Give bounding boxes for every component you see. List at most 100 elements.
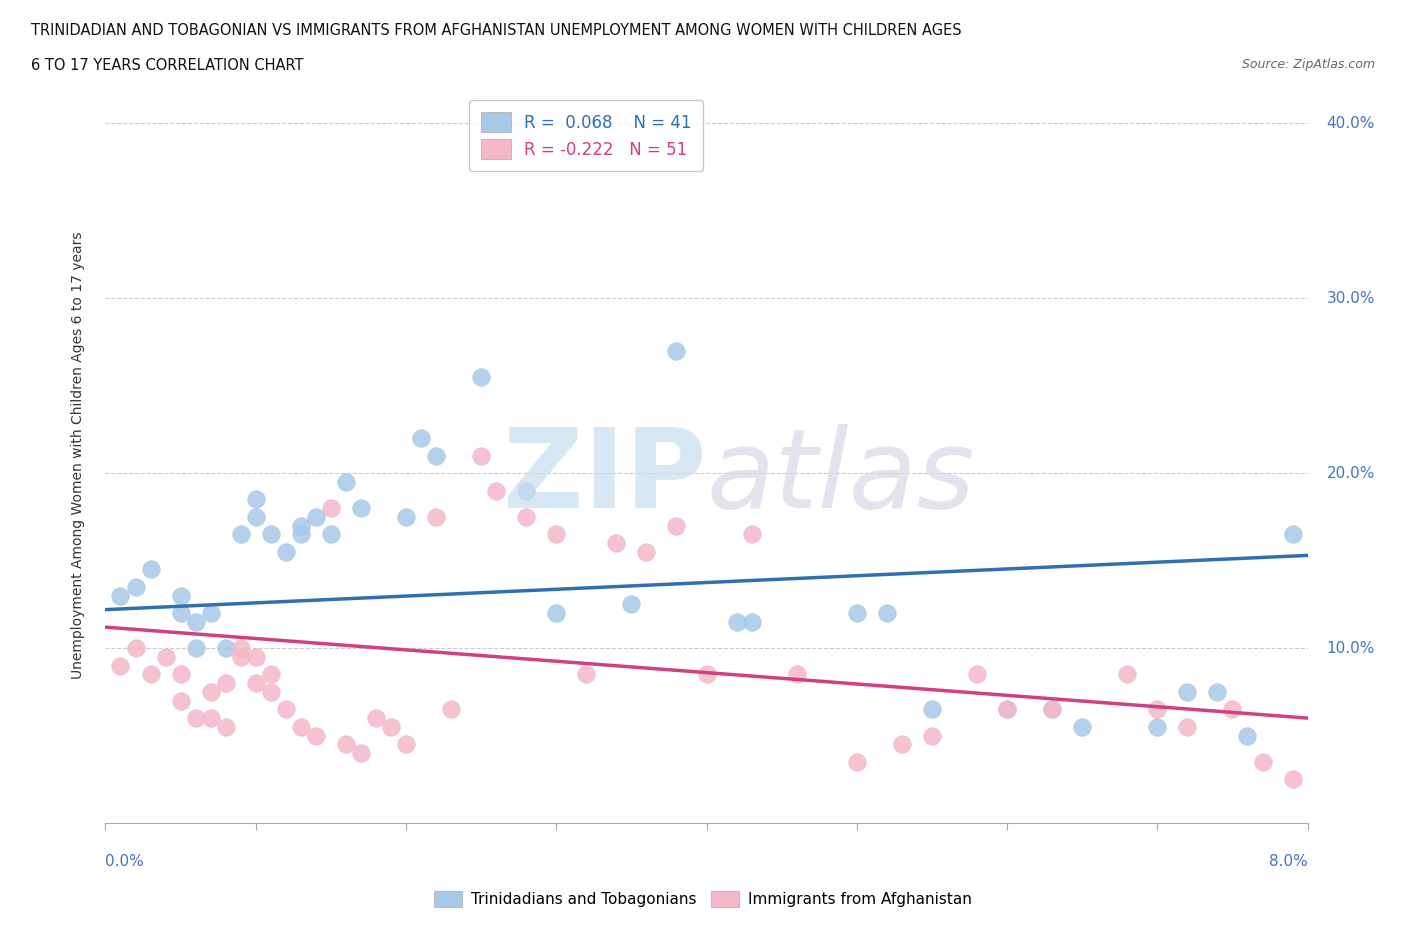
Point <box>290 720 312 735</box>
Point <box>1116 667 1139 682</box>
Point <box>395 737 418 751</box>
Text: atlas: atlas <box>707 424 976 531</box>
Text: 6 TO 17 YEARS CORRELATION CHART: 6 TO 17 YEARS CORRELATION CHART <box>31 58 304 73</box>
Point <box>305 728 328 743</box>
Point <box>921 728 943 743</box>
Point <box>169 667 191 682</box>
Point <box>200 711 222 725</box>
Point <box>214 641 236 656</box>
Point <box>260 527 283 542</box>
Point <box>245 649 267 664</box>
Text: 8.0%: 8.0% <box>1268 854 1308 869</box>
Text: 10.0%: 10.0% <box>1327 641 1375 656</box>
Point <box>184 641 207 656</box>
Point <box>260 667 283 682</box>
Point <box>485 484 508 498</box>
Point <box>184 615 207 630</box>
Point <box>636 544 658 559</box>
Point <box>290 527 312 542</box>
Point <box>184 711 207 725</box>
Point <box>620 597 643 612</box>
Point <box>966 667 988 682</box>
Point <box>169 588 191 603</box>
Point <box>470 369 492 384</box>
Point <box>546 605 568 620</box>
Text: 0.0%: 0.0% <box>105 854 145 869</box>
Point <box>665 518 688 533</box>
Point <box>1175 720 1198 735</box>
Point <box>319 527 342 542</box>
Text: ZIP: ZIP <box>503 424 707 531</box>
Point <box>696 667 718 682</box>
Point <box>395 510 418 525</box>
Point <box>110 588 132 603</box>
Point <box>786 667 808 682</box>
Point <box>515 484 537 498</box>
Text: TRINIDADIAN AND TOBAGONIAN VS IMMIGRANTS FROM AFGHANISTAN UNEMPLOYMENT AMONG WOM: TRINIDADIAN AND TOBAGONIAN VS IMMIGRANTS… <box>31 23 962 38</box>
Point <box>124 641 146 656</box>
Point <box>575 667 598 682</box>
Point <box>876 605 898 620</box>
Point <box>319 500 342 515</box>
Point <box>515 510 537 525</box>
Point <box>665 343 688 358</box>
Point <box>350 746 373 761</box>
Point <box>995 702 1018 717</box>
Point <box>1281 772 1303 787</box>
Point <box>1222 702 1244 717</box>
Point <box>845 754 868 769</box>
Point <box>364 711 387 725</box>
Point <box>440 702 463 717</box>
Point <box>546 527 568 542</box>
Point <box>350 500 373 515</box>
Text: 30.0%: 30.0% <box>1327 291 1375 306</box>
Point <box>1146 720 1168 735</box>
Point <box>245 492 267 507</box>
Point <box>139 667 162 682</box>
Point <box>214 720 236 735</box>
Point <box>260 684 283 699</box>
Point <box>200 684 222 699</box>
Y-axis label: Unemployment Among Women with Children Ages 6 to 17 years: Unemployment Among Women with Children A… <box>70 232 84 680</box>
Point <box>229 649 252 664</box>
Point <box>470 448 492 463</box>
Point <box>425 448 447 463</box>
Point <box>245 510 267 525</box>
Point <box>169 693 191 708</box>
Point <box>1281 527 1303 542</box>
Point <box>139 562 162 577</box>
Text: Source: ZipAtlas.com: Source: ZipAtlas.com <box>1241 58 1375 71</box>
Point <box>741 615 763 630</box>
Point <box>1175 684 1198 699</box>
Point <box>214 676 236 691</box>
Point <box>605 536 627 551</box>
Point <box>725 615 748 630</box>
Point <box>274 544 297 559</box>
Point <box>1040 702 1063 717</box>
Point <box>845 605 868 620</box>
Point <box>200 605 222 620</box>
Point <box>380 720 402 735</box>
Point <box>290 518 312 533</box>
Point <box>890 737 912 751</box>
Point <box>1251 754 1274 769</box>
Point <box>169 605 191 620</box>
Point <box>1236 728 1258 743</box>
Point <box>995 702 1018 717</box>
Point <box>1146 702 1168 717</box>
Point <box>229 527 252 542</box>
Point <box>425 510 447 525</box>
Point <box>335 474 357 489</box>
Point <box>1206 684 1229 699</box>
Point <box>335 737 357 751</box>
Text: 20.0%: 20.0% <box>1327 466 1375 481</box>
Point <box>921 702 943 717</box>
Point <box>124 579 146 594</box>
Point <box>305 510 328 525</box>
Point <box>229 641 252 656</box>
Point <box>245 676 267 691</box>
Point <box>1071 720 1094 735</box>
Point <box>1040 702 1063 717</box>
Point <box>274 702 297 717</box>
Legend: R =  0.068    N = 41, R = -0.222   N = 51: R = 0.068 N = 41, R = -0.222 N = 51 <box>470 100 703 171</box>
